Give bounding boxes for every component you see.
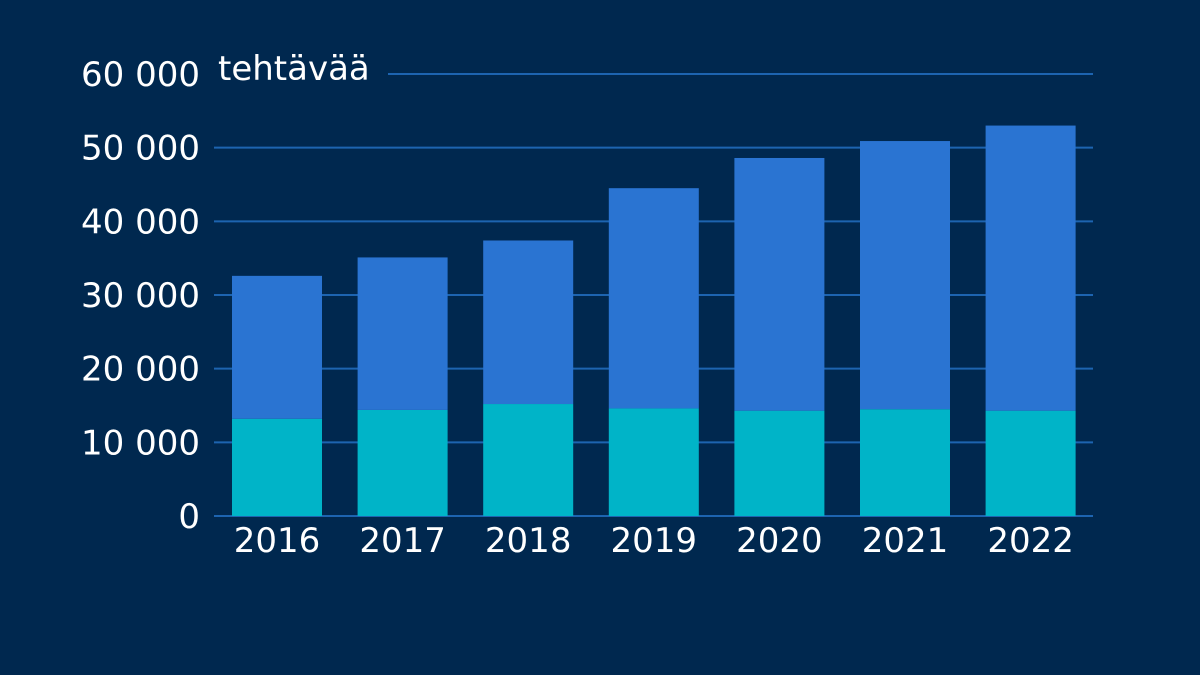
x-tick-label: 2019 bbox=[611, 521, 698, 561]
y-tick-label: 10 000 bbox=[81, 423, 200, 463]
y-tick-label: 40 000 bbox=[81, 202, 200, 242]
bar-segment-top bbox=[483, 240, 574, 405]
bar-segment-top bbox=[985, 125, 1076, 411]
x-tick-label: 2018 bbox=[485, 521, 572, 561]
x-tick-label: 2017 bbox=[359, 521, 446, 561]
bar-segment-top bbox=[357, 257, 448, 410]
bars bbox=[232, 125, 1076, 516]
x-axis-ticks: 2016 2017 2018 2019 2020 2021 2022 bbox=[234, 521, 1074, 561]
y-tick-label: 30 000 bbox=[81, 276, 200, 316]
y-axis-ticks: 0 10 000 20 000 30 000 40 000 50 000 60 000 bbox=[81, 55, 200, 537]
bar-segment-top bbox=[232, 275, 322, 419]
x-tick-label: 2022 bbox=[987, 521, 1074, 561]
bar-segment-bottom bbox=[985, 410, 1076, 516]
bar-segment-top bbox=[608, 188, 699, 409]
bar-segment-top bbox=[860, 141, 950, 410]
bar-segment-bottom bbox=[608, 408, 699, 516]
x-tick-label: 2021 bbox=[862, 521, 949, 561]
y-tick-label: 50 000 bbox=[81, 129, 200, 169]
bar-segment-bottom bbox=[734, 410, 825, 516]
bar-segment-bottom bbox=[483, 404, 574, 516]
y-axis-unit-label: tehtävää bbox=[218, 49, 370, 89]
y-tick-label: 20 000 bbox=[81, 350, 200, 390]
bar-segment-bottom bbox=[860, 409, 950, 516]
y-tick-label: 60 000 bbox=[81, 55, 200, 95]
y-tick-label: 0 bbox=[178, 497, 200, 537]
x-tick-label: 2020 bbox=[736, 521, 823, 561]
bar-segment-top bbox=[734, 157, 825, 411]
bar-segment-bottom bbox=[357, 409, 448, 516]
bar-segment-bottom bbox=[232, 418, 322, 516]
x-tick-label: 2016 bbox=[234, 521, 321, 561]
